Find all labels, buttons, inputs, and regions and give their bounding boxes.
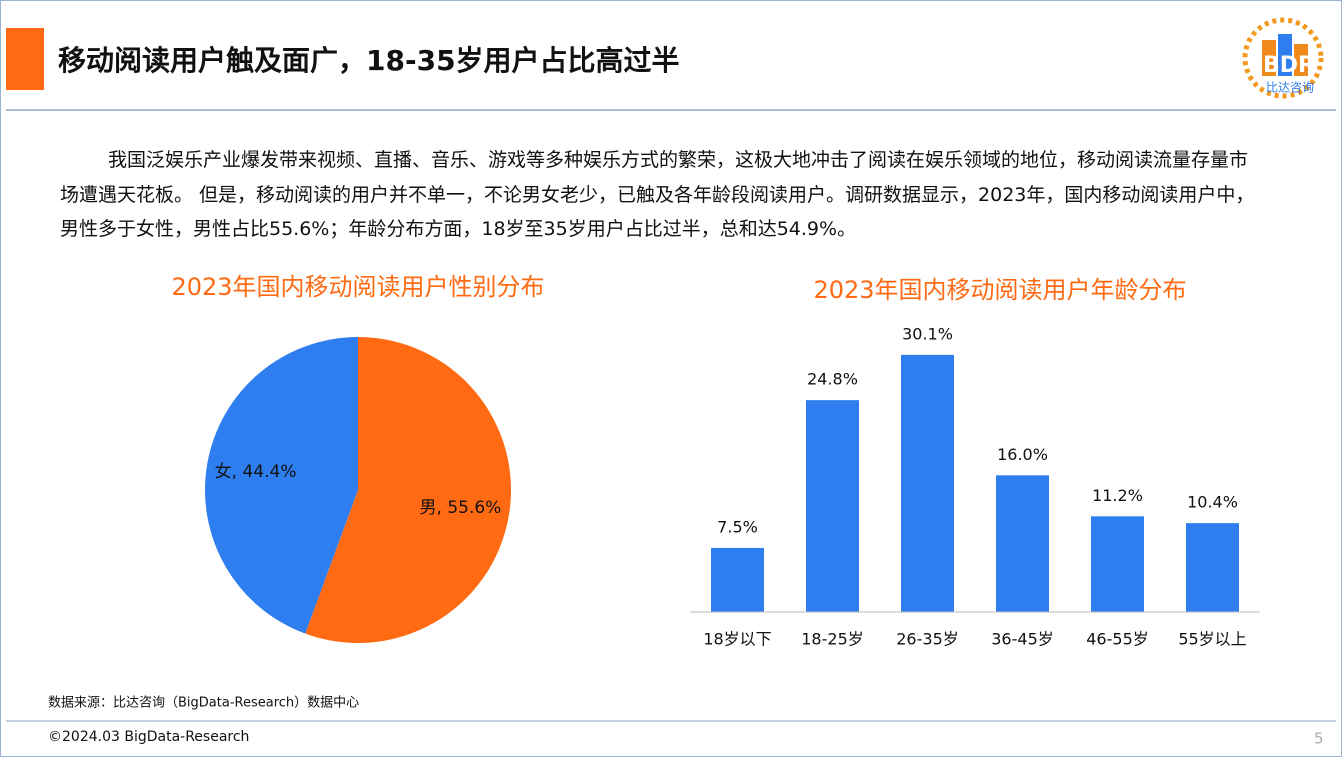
logo-block bbox=[1278, 34, 1292, 76]
page-number: 5 bbox=[1314, 730, 1324, 748]
source-note: 数据来源：比达咨询（BigData-Research）数据中心 bbox=[48, 696, 359, 711]
x-tick-label: 36-45岁 bbox=[991, 630, 1054, 649]
logo-subtext: 比达咨询 bbox=[1266, 80, 1314, 95]
paragraph: 我国泛娱乐产业爆发带来视频、直播、音乐、游戏等多种娱乐方式的繁荣，这极大地冲击了… bbox=[60, 149, 1255, 240]
chart-title: 2023年国内移动阅读用户年龄分布 bbox=[813, 276, 1186, 304]
bar bbox=[901, 354, 954, 612]
x-tick-label: 46-55岁 bbox=[1086, 630, 1149, 649]
logo: BDR 比达咨询 bbox=[1242, 17, 1324, 99]
bar bbox=[806, 400, 859, 612]
header-marker bbox=[6, 28, 44, 90]
data-label: 11.2% bbox=[1092, 486, 1143, 505]
x-tick-label: 18-25岁 bbox=[801, 630, 864, 649]
logo-block bbox=[1262, 40, 1276, 76]
x-tick-label: 18岁以下 bbox=[703, 630, 771, 649]
bar bbox=[711, 547, 764, 612]
copyright: ©2024.03 BigData-Research bbox=[48, 729, 249, 745]
data-label: 7.5% bbox=[717, 517, 758, 536]
data-label: 10.4% bbox=[1187, 493, 1238, 512]
bar bbox=[1091, 516, 1144, 612]
data-label: 16.0% bbox=[997, 445, 1048, 464]
x-tick-label: 55岁以上 bbox=[1178, 630, 1246, 649]
header-title: 移动阅读用户触及面广，18-35岁用户占比高过半 bbox=[58, 44, 680, 77]
bar bbox=[1186, 523, 1239, 612]
logo-block bbox=[1294, 44, 1308, 76]
data-label: 30.1% bbox=[902, 324, 953, 343]
bar bbox=[996, 475, 1049, 612]
data-label: 女, 44.4% bbox=[215, 462, 297, 482]
pie-slice bbox=[204, 337, 358, 634]
x-tick-label: 26-35岁 bbox=[896, 630, 959, 649]
chart-title: 2023年国内移动阅读用户性别分布 bbox=[171, 273, 544, 301]
logo-text: BDR bbox=[1263, 53, 1315, 78]
pie-slice bbox=[305, 337, 511, 643]
logo-ring bbox=[1242, 17, 1324, 99]
data-label: 24.8% bbox=[807, 370, 858, 389]
data-label: 男, 55.6% bbox=[420, 498, 502, 518]
